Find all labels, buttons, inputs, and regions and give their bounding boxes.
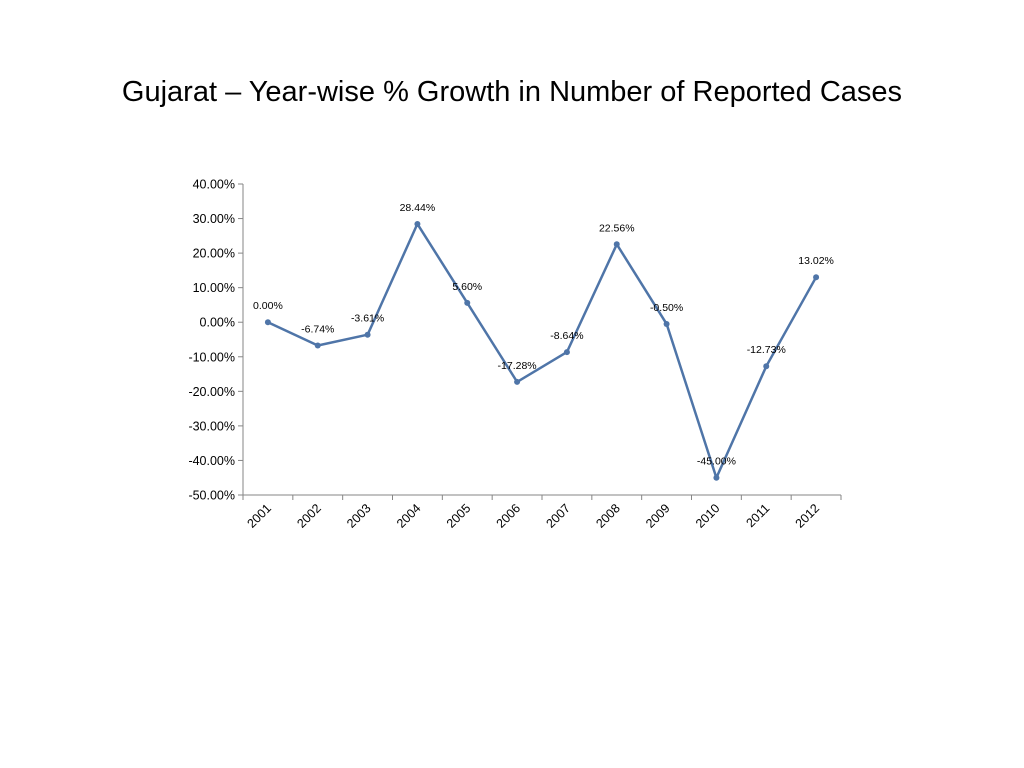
y-tick-label: 0.00% [200, 316, 235, 330]
data-label: -45.00% [697, 456, 736, 468]
x-tick-label: 2003 [344, 501, 374, 531]
y-tick-label: 40.00% [193, 178, 235, 192]
data-label: -12.73% [747, 344, 786, 356]
data-point [364, 331, 371, 338]
data-point [563, 349, 570, 356]
x-tick-label: 2004 [394, 501, 424, 531]
data-label: 0.00% [253, 300, 283, 312]
series-line [267, 222, 818, 479]
x-tick-label: 2010 [693, 501, 723, 531]
data-point [663, 320, 670, 327]
x-axis: 2001 2002 2003 2004 2005 2006 2007 2008 2009 2010… [242, 494, 842, 531]
data-point [464, 299, 471, 306]
data-point [414, 220, 421, 227]
x-tick-label: 2002 [294, 501, 324, 531]
data-label: -17.28% [498, 360, 537, 372]
y-tick-label: -50.00% [188, 489, 235, 503]
data-label: -6.74% [301, 324, 334, 336]
y-tick-label: 30.00% [193, 212, 235, 226]
x-tick-label: 2005 [444, 501, 474, 531]
y-tick-label: 10.00% [193, 281, 235, 295]
series [264, 220, 820, 481]
x-tick-label: 2009 [643, 501, 673, 531]
y-tick-label: -30.00% [188, 419, 235, 433]
data-label: 13.02% [798, 255, 834, 267]
data-point [813, 274, 820, 281]
data-labels: 0.00% -6.74% -3.61% 28.44% 5.60% -17.28% -8.64… [253, 202, 834, 468]
data-point [314, 342, 321, 349]
data-label: 28.44% [400, 202, 436, 214]
data-point [264, 319, 271, 326]
slide-title: Gujarat – Year-wise % Growth in Number o… [121, 76, 903, 108]
y-tick-label: -10.00% [188, 350, 235, 364]
data-point [613, 241, 620, 248]
y-tick-label: 20.00% [193, 247, 235, 261]
y-axis: 40.00% 30.00% 20.00% 10.00% 0.00% -10.00% -20.… [188, 178, 244, 503]
x-tick-label: 2008 [593, 501, 623, 531]
data-label: -8.64% [550, 330, 583, 342]
x-tick-label: 2001 [244, 501, 274, 531]
data-label: -3.61% [351, 313, 384, 325]
x-tick-label: 2011 [743, 501, 772, 530]
data-point [514, 378, 521, 385]
data-label: 22.56% [599, 222, 635, 234]
data-point [713, 474, 720, 481]
x-tick-label: 2012 [793, 501, 823, 531]
y-tick-label: -40.00% [188, 454, 235, 468]
data-point [763, 363, 770, 370]
y-tick-label: -20.00% [188, 385, 235, 399]
data-label: -0.50% [650, 302, 683, 314]
x-tick-label: 2007 [543, 501, 573, 531]
x-tick-label: 2006 [494, 501, 524, 531]
data-label: 5.60% [452, 281, 482, 293]
